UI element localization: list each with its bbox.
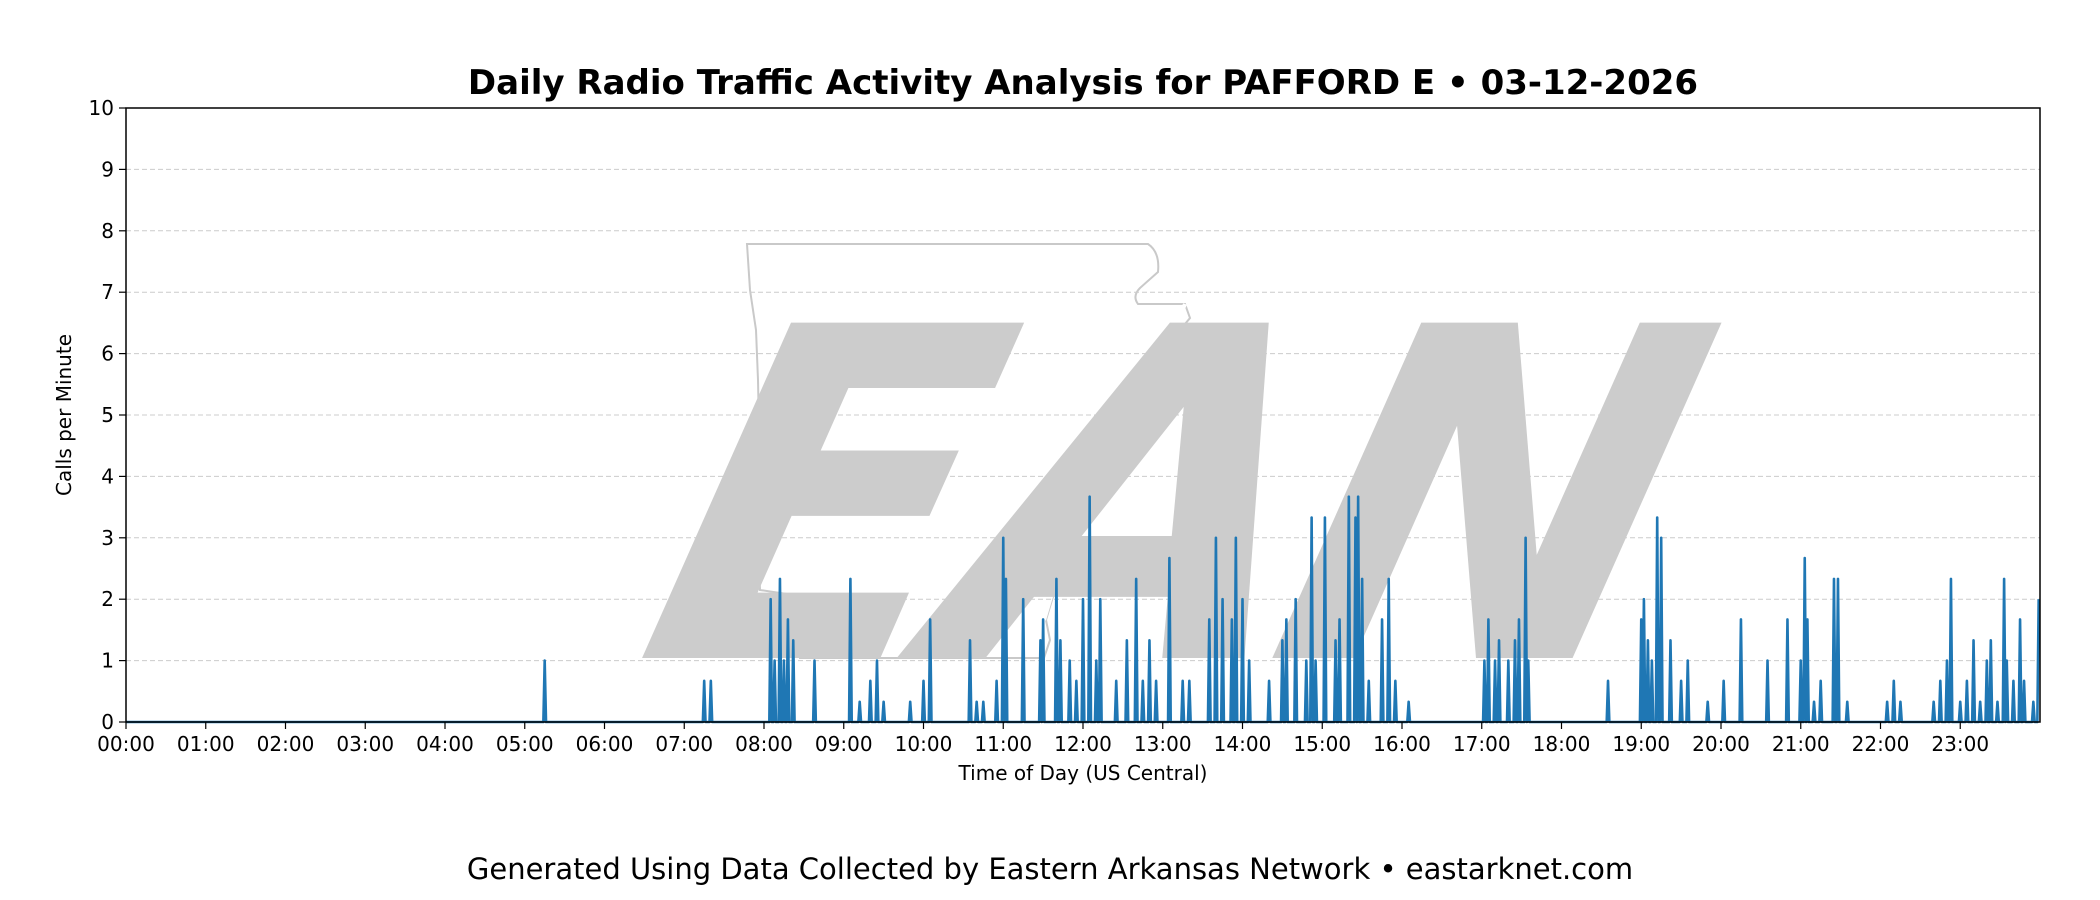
x-tick-label: 00:00 — [97, 732, 155, 756]
ean-watermark: EAN — [605, 232, 1750, 768]
x-tick-label: 13:00 — [1134, 732, 1192, 756]
chart-title: Daily Radio Traffic Activity Analysis fo… — [468, 63, 1698, 103]
y-tick-label: 6 — [101, 342, 114, 366]
x-tick-label: 08:00 — [735, 732, 793, 756]
x-tick-label: 18:00 — [1533, 732, 1591, 756]
x-tick-label: 12:00 — [1054, 732, 1112, 756]
x-tick-label: 22:00 — [1852, 732, 1910, 756]
river-line-watermark — [1042, 303, 1187, 621]
y-axis: 0 1 2 3 4 5 6 7 8 9 10 — [89, 96, 126, 734]
x-tick-label: 02:00 — [257, 732, 315, 756]
x-tick-label: 03:00 — [336, 732, 394, 756]
y-tick-label: 9 — [101, 157, 114, 181]
x-tick-label: 16:00 — [1373, 732, 1431, 756]
y-tick-label: 8 — [101, 219, 114, 243]
x-tick-label: 21:00 — [1772, 732, 1830, 756]
arkansas-outline-watermark — [745, 243, 1192, 659]
x-tick-label: 06:00 — [576, 732, 634, 756]
x-tick-label: 14:00 — [1214, 732, 1272, 756]
x-tick-label: 05:00 — [496, 732, 554, 756]
x-tick-label: 19:00 — [1612, 732, 1670, 756]
x-tick-label: 15:00 — [1293, 732, 1351, 756]
x-tick-label: 07:00 — [655, 732, 713, 756]
x-tick-label: 09:00 — [815, 732, 873, 756]
y-tick-label: 2 — [101, 587, 114, 611]
ean-watermark-text: EAN — [605, 232, 1750, 768]
y-tick-label: 1 — [101, 649, 114, 673]
x-tick-label: 10:00 — [895, 732, 953, 756]
y-axis-label: Calls per Minute — [52, 334, 76, 496]
x-axis: 00:00 01:00 02:00 03:00 04:00 05:00 06:00 07:00… — [97, 722, 1989, 756]
x-tick-label: 01:00 — [177, 732, 235, 756]
y-tick-label: 10 — [89, 96, 114, 120]
x-tick-label: 11:00 — [974, 732, 1032, 756]
y-tick-label: 7 — [101, 280, 114, 304]
x-tick-label: 23:00 — [1931, 732, 1989, 756]
y-tick-label: 3 — [101, 526, 114, 550]
x-tick-label: 04:00 — [416, 732, 474, 756]
x-tick-label: 17:00 — [1453, 732, 1511, 756]
y-tick-label: 4 — [101, 464, 114, 488]
x-axis-label: Time of Day (US Central) — [958, 761, 1208, 785]
footer-credit: Generated Using Data Collected by Easter… — [466, 852, 1634, 886]
y-tick-label: 0 — [101, 710, 114, 734]
y-tick-label: 5 — [101, 403, 114, 427]
x-tick-label: 20:00 — [1692, 732, 1750, 756]
